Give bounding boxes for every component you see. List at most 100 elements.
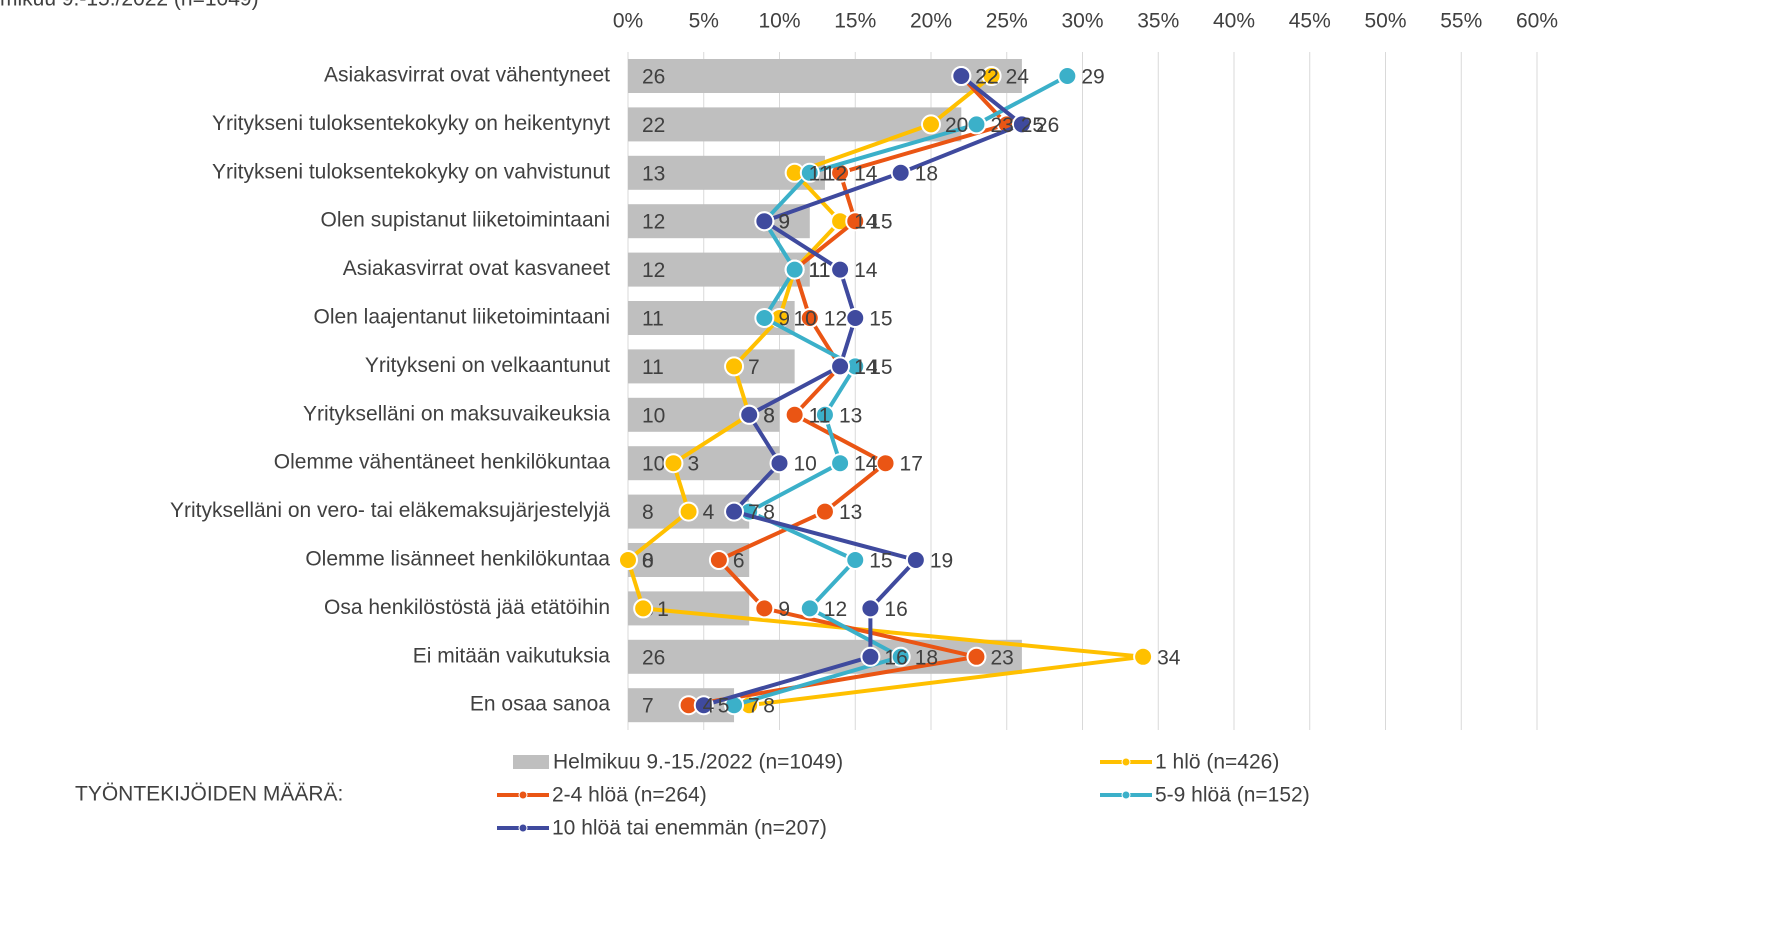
data-label: 11 [809, 162, 831, 185]
data-label: 14 [854, 259, 878, 282]
line-point [814, 501, 835, 522]
data-label: 12 [824, 308, 847, 331]
y-tick-label: Olemme lisänneet henkilökuntaa [305, 548, 610, 571]
data-label: 17 [900, 453, 923, 476]
data-label: 8 [763, 404, 775, 427]
chart-title: mikuu 9.-15./2022 (n=1049) [0, 0, 259, 11]
y-tick-label: Yritykseni tuloksentekokyky on vahvistun… [212, 160, 610, 183]
y-tick-label: Yritykseni tuloksentekokyky on heikentyn… [212, 112, 610, 135]
data-label: 14 [854, 356, 878, 379]
bar-label: 11 [642, 308, 664, 331]
line-point [1011, 114, 1032, 135]
data-label: 25 [1021, 114, 1044, 137]
line-point [860, 598, 881, 619]
bar-label: 22 [642, 114, 665, 137]
line-point [981, 66, 1002, 86]
line-point [618, 550, 638, 570]
bar-label: 11 [642, 356, 664, 379]
data-label: 8 [763, 404, 775, 427]
data-label: 7 [748, 501, 760, 524]
x-tick-label: 0% [613, 10, 643, 33]
line-point [693, 695, 714, 716]
data-label: 4 [703, 501, 715, 524]
data-label: 12 [824, 162, 847, 185]
bar [628, 107, 962, 142]
data-label: 22 [975, 66, 998, 89]
legend-title: TYÖNTEKIJÖIDEN MÄÄRÄ: [75, 783, 343, 806]
line-point [754, 598, 775, 619]
data-label: 23 [990, 114, 1013, 137]
data-label: 11 [809, 259, 831, 282]
data-label: 15 [869, 308, 892, 331]
y-tick-label: Olen supistanut liiketoimintaani [321, 209, 611, 232]
data-label: 19 [930, 550, 953, 573]
data-label: 9 [778, 598, 790, 621]
x-tick-label: 25% [986, 10, 1028, 33]
data-label: 10 [794, 308, 817, 331]
data-label: 9 [778, 308, 790, 331]
bar [628, 252, 810, 287]
y-tick-label: Ei mitään vaikutuksia [413, 644, 611, 667]
bar-label: 10 [642, 453, 665, 476]
legend-label: Helmikuu 9.-15./2022 (n=1049) [553, 751, 843, 774]
data-label: 1 [657, 598, 669, 621]
x-tick-label: 40% [1213, 10, 1255, 33]
line-point [845, 308, 866, 328]
line-point [966, 114, 987, 135]
line [703, 74, 1024, 708]
x-tick-label: 55% [1440, 10, 1482, 33]
x-tick-label: 60% [1516, 10, 1558, 33]
bar [628, 349, 795, 384]
bar-label: 10 [642, 404, 665, 427]
data-label: 5 [718, 695, 730, 718]
data-label: 16 [884, 598, 907, 621]
x-tick-label: 35% [1137, 10, 1179, 33]
data-label: 14 [854, 356, 878, 379]
data-label: 15 [869, 211, 892, 234]
data-label: 15 [869, 550, 892, 573]
line-point [633, 598, 654, 619]
data-label: 0 [642, 550, 654, 573]
line-point [1057, 66, 1078, 86]
data-label: 22 [975, 66, 998, 89]
x-tick-label: 20% [910, 10, 952, 33]
line-point [678, 501, 699, 522]
legend-swatch-point [1121, 790, 1131, 800]
x-tick-label: 5% [689, 10, 719, 33]
data-label: 14 [854, 211, 878, 234]
bar-label: 8 [642, 550, 654, 573]
y-tick-label: Yritykselläni on maksuvaikeuksia [303, 402, 610, 425]
line-point [860, 646, 881, 667]
legend-swatch-point [518, 823, 528, 833]
legend-label: 1 hlö (n=426) [1155, 751, 1279, 774]
line-point [830, 453, 851, 474]
line-point [875, 453, 896, 474]
line-point [724, 356, 745, 377]
line-point [830, 259, 851, 280]
legend-label: 10 hlöä tai enemmän (n=207) [552, 817, 827, 840]
data-label: 20 [945, 114, 968, 137]
data-label: 16 [884, 646, 907, 669]
x-tick-label: 30% [1061, 10, 1103, 33]
line-point [754, 211, 775, 232]
data-label: 8 [763, 695, 775, 718]
line-point [799, 162, 820, 183]
data-label: 13 [839, 404, 862, 427]
x-tick-label: 45% [1289, 10, 1331, 33]
legend-swatch [513, 755, 549, 769]
x-tick-label: 10% [758, 10, 800, 33]
bar-label: 8 [642, 501, 654, 524]
y-tick-label: Yritykselläni on vero- tai eläkemaksujär… [170, 499, 610, 522]
bar-label: 26 [642, 646, 665, 669]
line-point [814, 404, 835, 425]
data-label: 11 [809, 259, 831, 282]
data-label: 14 [854, 162, 878, 185]
data-label: 18 [915, 646, 938, 669]
y-tick-label: Olen laajentanut liiketoimintaani [313, 306, 610, 329]
data-label: 9 [778, 211, 790, 234]
bar-label: 26 [642, 66, 665, 89]
bar-label: 12 [642, 211, 665, 234]
y-tick-label: Asiakasvirrat ovat vähentyneet [324, 64, 610, 87]
data-label: 11 [809, 404, 831, 427]
data-label: 12 [824, 598, 847, 621]
